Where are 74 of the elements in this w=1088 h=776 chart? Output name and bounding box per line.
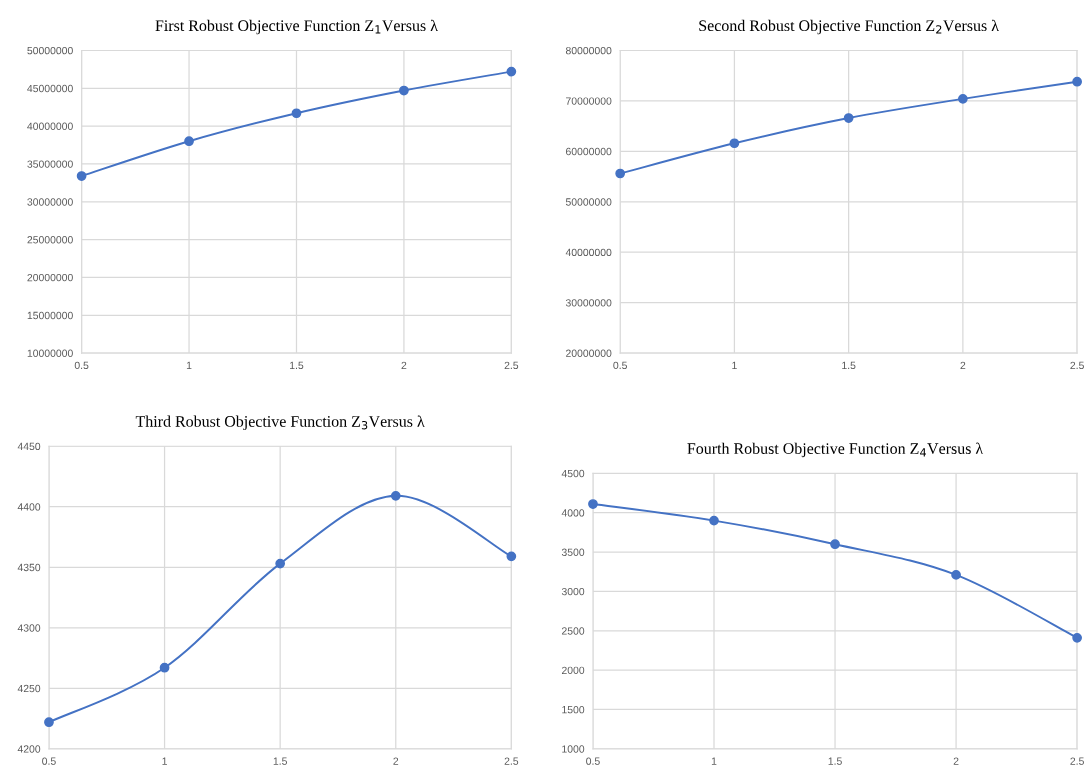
y-tick-label: 50000000 (565, 198, 612, 206)
y-tick-label: 1000 (562, 745, 585, 753)
x-tick-label: 1 (186, 361, 192, 369)
x-tick-label: 0.5 (42, 757, 56, 765)
x-tick-label: 2 (960, 361, 966, 369)
y-tick-label: 70000000 (566, 97, 612, 105)
x-tick-label: 1.5 (828, 757, 842, 765)
y-tick-label: 2000 (561, 666, 585, 675)
x-tick-label: 2 (401, 361, 407, 369)
chart-title: Third Robust Objective Function Z$_{3}$Versus λ (135, 415, 425, 431)
x-tick-label: 2.5 (1070, 757, 1084, 765)
x-tick-label: 2.5 (504, 361, 519, 370)
y-tick-label: 4200 (17, 745, 41, 753)
x-tick-label: 1.5 (842, 361, 856, 370)
y-tick-label: 10000000 (27, 349, 73, 357)
y-tick-label: 30000000 (27, 198, 73, 206)
y-tick-label: 1500 (562, 705, 585, 714)
y-tick-label: 40000000 (565, 248, 612, 257)
point (709, 515, 719, 526)
y-tick-label: 30000000 (565, 299, 612, 307)
x-tick-label: 1.5 (290, 361, 304, 370)
x-tick-label: 1 (162, 757, 167, 765)
point (159, 662, 170, 673)
y-tick-label: 3500 (561, 548, 585, 556)
y-tick-label: 50000000 (27, 46, 73, 55)
x-tick-label: 1 (732, 361, 737, 369)
x-tick-label: 2.5 (1070, 361, 1084, 370)
x-tick-label: 2.5 (504, 757, 519, 765)
y-tick-label: 15000000 (27, 311, 73, 320)
y-tick-label: 60000000 (566, 147, 612, 156)
point (830, 539, 840, 550)
point (1072, 76, 1082, 87)
x-tick-label: 0.5 (74, 361, 89, 370)
x-tick-label: 0.5 (613, 361, 627, 370)
point (615, 168, 626, 179)
y-tick-label: 4450 (17, 442, 41, 451)
point (588, 499, 598, 509)
chart-title: First Robust Objective Function Z$_{1}$Versus λ (155, 19, 438, 35)
point (76, 171, 87, 181)
y-tick-label: 40000000 (27, 122, 73, 130)
x-tick-label: 1.5 (273, 757, 287, 765)
y-tick-label: 2500 (561, 627, 585, 635)
point (843, 113, 854, 123)
y-tick-label: 3000 (561, 587, 585, 596)
point (506, 66, 517, 77)
y-tick-label: 45000000 (27, 84, 73, 93)
chart-title: Second Robust Objective Function Z$_{2}$Versus λ (699, 19, 999, 35)
x-tick-label: 2 (393, 757, 399, 765)
x-tick-label: 0.5 (586, 757, 600, 765)
point (951, 570, 961, 580)
y-tick-label: 4500 (561, 469, 585, 478)
point (729, 138, 740, 149)
y-tick-label: 20000000 (566, 349, 612, 357)
y-tick-label: 35000000 (27, 160, 73, 168)
point (291, 108, 302, 119)
point (275, 558, 286, 569)
x-tick-label: 2 (953, 757, 959, 765)
y-tick-label: 4250 (17, 684, 41, 693)
point (390, 490, 401, 501)
point (506, 551, 517, 562)
y-tick-label: 25000000 (27, 236, 73, 244)
y-tick-label: 4000 (561, 509, 585, 517)
point (44, 717, 54, 728)
chart-title: Fourth Robust Objective Function Z$_{4}$Versus λ (687, 442, 984, 458)
point (1072, 632, 1082, 643)
point (958, 94, 968, 104)
point (184, 136, 194, 147)
y-tick-label: 4400 (17, 503, 41, 511)
point (399, 85, 409, 96)
y-tick-label: 4350 (17, 563, 41, 572)
x-tick-label: 1 (711, 757, 717, 765)
y-tick-label: 4300 (17, 624, 41, 632)
y-tick-label: 80000000 (565, 46, 612, 55)
y-tick-label: 20000000 (27, 273, 73, 282)
